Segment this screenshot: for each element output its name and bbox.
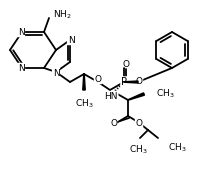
Polygon shape: [83, 74, 85, 90]
Text: N: N: [18, 28, 24, 37]
Text: CH$_3$: CH$_3$: [168, 141, 187, 154]
Text: N: N: [68, 35, 74, 44]
Text: O: O: [123, 60, 129, 69]
Text: NH$_2$: NH$_2$: [53, 9, 72, 21]
Text: P: P: [121, 77, 127, 87]
Text: O: O: [135, 76, 143, 86]
Polygon shape: [128, 93, 145, 100]
Text: N: N: [53, 69, 59, 78]
Text: CH$_3$: CH$_3$: [156, 88, 175, 100]
Text: CH$_3$: CH$_3$: [75, 97, 93, 109]
Polygon shape: [124, 81, 138, 83]
Text: N: N: [18, 64, 24, 73]
Text: O: O: [111, 120, 117, 129]
Text: O: O: [95, 75, 101, 84]
Text: CH$_3$: CH$_3$: [129, 144, 147, 156]
Text: HN: HN: [104, 91, 118, 100]
Text: O: O: [135, 120, 143, 129]
